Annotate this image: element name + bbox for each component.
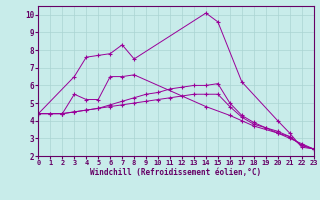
X-axis label: Windchill (Refroidissement éolien,°C): Windchill (Refroidissement éolien,°C) (91, 168, 261, 177)
